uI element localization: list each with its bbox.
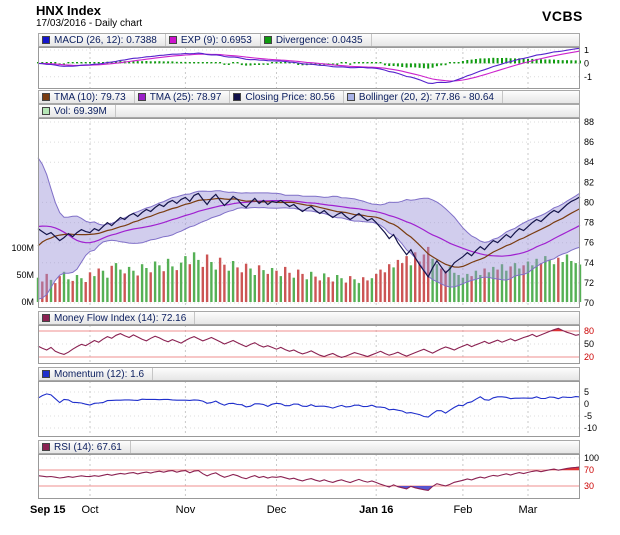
volume-bars [36, 246, 582, 302]
y-tick-label: 88 [584, 118, 594, 127]
mfi-line [37, 327, 581, 358]
y-tick-label: 84 [584, 157, 594, 167]
rsi-swatch-icon [42, 443, 50, 451]
y-tick-label: 86 [584, 137, 594, 147]
y-tick-label: 82 [584, 177, 594, 187]
y-tick-label: 78 [584, 218, 594, 228]
price-plot: 88 86 84 82 80 78 76 74 72 70 0M 50M 100M [0, 118, 620, 308]
legend-item-exp: EXP (9): 0.6953 [166, 34, 261, 46]
page-title: HNX Index [36, 3, 102, 18]
tma10-swatch-icon [42, 93, 50, 101]
legend-item-volume: Vol: 69.39M [39, 105, 116, 117]
momentum-plot: 5 0 -5 -10 [0, 381, 620, 437]
closing-price-label: Closing Price: 80.56 [245, 91, 335, 103]
y-tick-label: 80 [584, 197, 594, 207]
rsi-plot: 100 70 30 [0, 454, 620, 499]
chart-subtitle: 17/03/2016 - Daily chart [36, 18, 143, 29]
rsi-label: RSI (14): 67.61 [54, 441, 122, 453]
exp-label: EXP (9): 0.6953 [180, 34, 252, 46]
closing-price-swatch-icon [233, 93, 242, 101]
mfi-swatch-icon [42, 314, 50, 322]
x-axis: Sep 15 Oct Nov Dec Jan 16 Feb Mar [0, 502, 620, 520]
y-tick-label: 30 [584, 481, 594, 491]
brand-logo: VCBS [542, 8, 583, 24]
divergence-swatch-icon [263, 36, 272, 44]
volume-swatch-icon [42, 107, 50, 115]
legend-item-momentum: Momentum (12): 1.6 [39, 368, 154, 380]
bollinger-swatch-icon [346, 93, 355, 101]
y-tick-label: 70 [584, 465, 594, 475]
legend-item-tma25: TMA (25): 78.97 [135, 91, 231, 103]
x-axis-label: Jan 16 [359, 504, 394, 516]
tma25-swatch-icon [137, 93, 146, 101]
mfi-label: Money Flow Index (14): 72.16 [54, 312, 187, 324]
legend-item-rsi: RSI (14): 67.61 [39, 441, 131, 453]
y-tick-label: 0 [584, 399, 589, 409]
y-tick-label: -5 [584, 411, 592, 421]
y-tick-label: -1 [584, 72, 592, 82]
y-tick-label: 100 [584, 454, 599, 463]
exp-swatch-icon [168, 36, 177, 44]
y-tick-label: 50 [584, 339, 594, 349]
x-axis-label: Feb [453, 504, 473, 516]
x-axis-label: Oct [81, 504, 99, 516]
legend-item-macd: MACD (26, 12): 0.7388 [39, 34, 166, 46]
x-axis-label: Sep 15 [30, 504, 66, 516]
mfi-plot: 80 50 20 [0, 325, 620, 364]
x-axis-label: Nov [175, 504, 196, 516]
mfi-legend: Money Flow Index (14): 72.16 [38, 311, 580, 325]
tma25-label: TMA (25): 78.97 [149, 91, 222, 103]
tma25-line [37, 200, 581, 257]
y-tick-label: 74 [584, 258, 594, 268]
legend-item-bollinger: Bollinger (20, 2): 77.86 - 80.64 [344, 91, 503, 103]
y-tick-label: 80 [584, 326, 594, 336]
bollinger-label: Bollinger (20, 2): 77.86 - 80.64 [358, 91, 494, 103]
y-tick-label: -10 [584, 423, 597, 433]
y-tick-label: 1 [584, 47, 589, 55]
volume-tick-label: 0M [21, 297, 34, 307]
rsi-legend: RSI (14): 67.61 [38, 440, 580, 454]
x-axis-label: Mar [518, 504, 538, 516]
momentum-legend: Momentum (12): 1.6 [38, 367, 580, 381]
bollinger-lower-line [37, 206, 581, 300]
volume-tick-label: 50M [16, 270, 34, 280]
momentum-label: Momentum (12): 1.6 [54, 368, 145, 380]
legend-item-divergence: Divergence: 0.0435 [261, 34, 372, 46]
macd-legend: MACD (26, 12): 0.7388 EXP (9): 0.6953 Di… [38, 33, 580, 47]
macd-label: MACD (26, 12): 0.7388 [54, 34, 157, 46]
rsi-line [37, 466, 581, 491]
y-tick-label: 5 [584, 387, 589, 397]
legend-item-tma10: TMA (10): 79.73 [39, 91, 135, 103]
tma10-line [37, 197, 581, 268]
y-tick-label: 70 [584, 298, 594, 308]
legend-item-closing-price: Closing Price: 80.56 [230, 91, 344, 103]
price-legend: TMA (10): 79.73 TMA (25): 78.97 Closing … [38, 90, 580, 104]
momentum-swatch-icon [42, 370, 50, 378]
volume-label: Vol: 69.39M [54, 105, 107, 117]
divergence-label: Divergence: 0.0435 [275, 34, 363, 46]
y-tick-label: 72 [584, 278, 594, 288]
legend-item-mfi: Money Flow Index (14): 72.16 [39, 312, 196, 324]
momentum-line [37, 393, 581, 418]
macd-plot: 1 0 -1 [0, 47, 620, 89]
x-axis-label: Dec [266, 504, 287, 516]
y-tick-label: 20 [584, 352, 594, 362]
y-tick-label: 76 [584, 238, 594, 248]
macd-swatch-icon [42, 36, 50, 44]
mfi-overbought-fill [550, 328, 564, 331]
volume-legend: Vol: 69.39M [38, 104, 580, 118]
macd-line [37, 47, 581, 84]
volume-tick-label: 100M [11, 243, 34, 253]
exp-line [38, 50, 581, 82]
tma10-label: TMA (10): 79.73 [54, 91, 126, 103]
close-line [37, 192, 581, 278]
y-tick-label: 0 [584, 58, 589, 68]
